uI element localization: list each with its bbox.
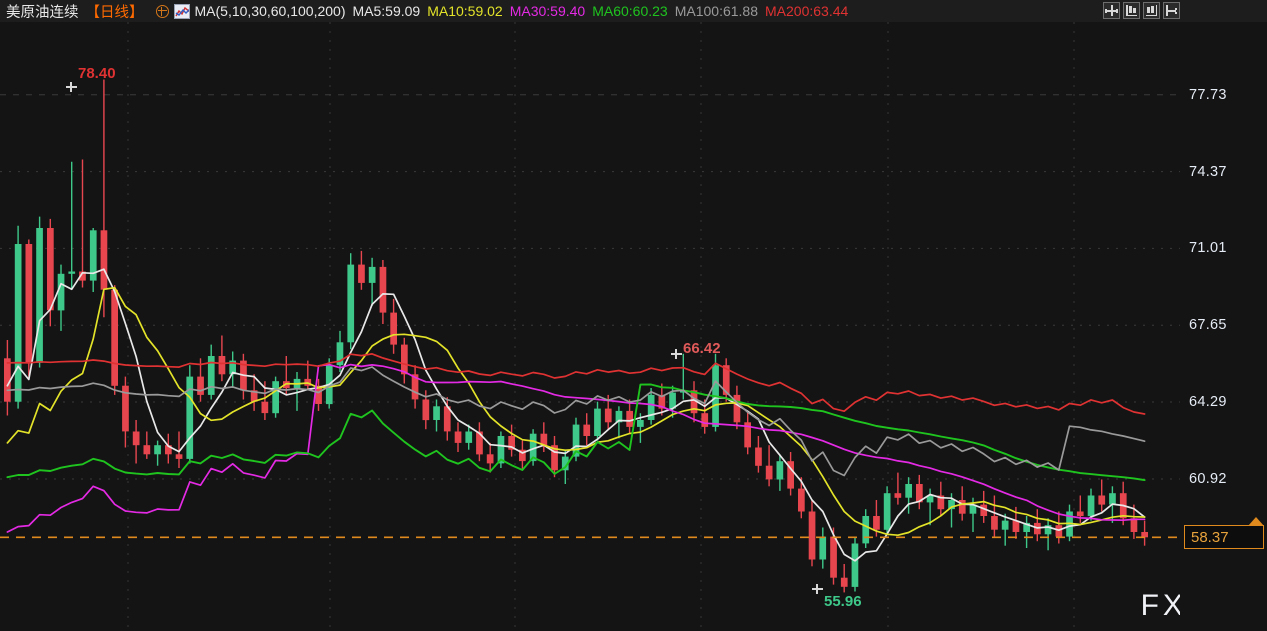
- align-left-icon[interactable]: [1123, 2, 1140, 19]
- ma200-value: MA200:63.44: [765, 3, 849, 19]
- high-price-label: 78.40: [78, 65, 116, 82]
- exit-right-icon[interactable]: [1163, 2, 1180, 19]
- ma60-value: MA60:60.23: [592, 3, 668, 19]
- current-price-arrow-icon: [1248, 517, 1264, 527]
- ma5-value: MA5:59.09: [352, 3, 421, 19]
- chart-toolbar: [1103, 2, 1180, 19]
- ma10-value: MA10:59.02: [427, 3, 503, 19]
- axis-tick-label: 77.73: [1189, 86, 1227, 103]
- current-price-tag[interactable]: 58.37: [1184, 525, 1264, 550]
- ma-indicator-title: MA(5,10,30,60,100,200): [194, 3, 346, 19]
- circle-plus-icon[interactable]: [155, 4, 169, 18]
- align-right-icon[interactable]: [1143, 2, 1160, 19]
- candlestick-svg: [0, 22, 1180, 631]
- axis-tick-label: 64.29: [1189, 394, 1227, 410]
- price-chart-plot[interactable]: [0, 22, 1180, 631]
- price-axis[interactable]: 81.09 77.73 74.37 71.01 67.65 64.29 60.9…: [1180, 10, 1267, 631]
- axis-tick-label: 67.65: [1189, 317, 1227, 334]
- ma100-value: MA100:61.88: [674, 3, 759, 19]
- mid-price-label: 66.42: [683, 340, 721, 357]
- mini-chart-icon[interactable]: [173, 3, 190, 19]
- axis-tick-label: 60.92: [1189, 471, 1227, 487]
- axis-tick-label: 71.01: [1189, 240, 1227, 257]
- crosshair-move-icon[interactable]: [1103, 2, 1120, 19]
- low-price-label: 55.96: [824, 593, 862, 610]
- symbol-period: 【日线】: [85, 4, 144, 21]
- symbol-name: 美原油连续: [6, 4, 79, 21]
- axis-tick-label: 74.37: [1189, 163, 1227, 180]
- chart-header: 美原油连续 【日线】 MA(5,10,30,60,100,200) MA5:59…: [0, 0, 1267, 22]
- ma30-value: MA30:59.40: [509, 3, 586, 19]
